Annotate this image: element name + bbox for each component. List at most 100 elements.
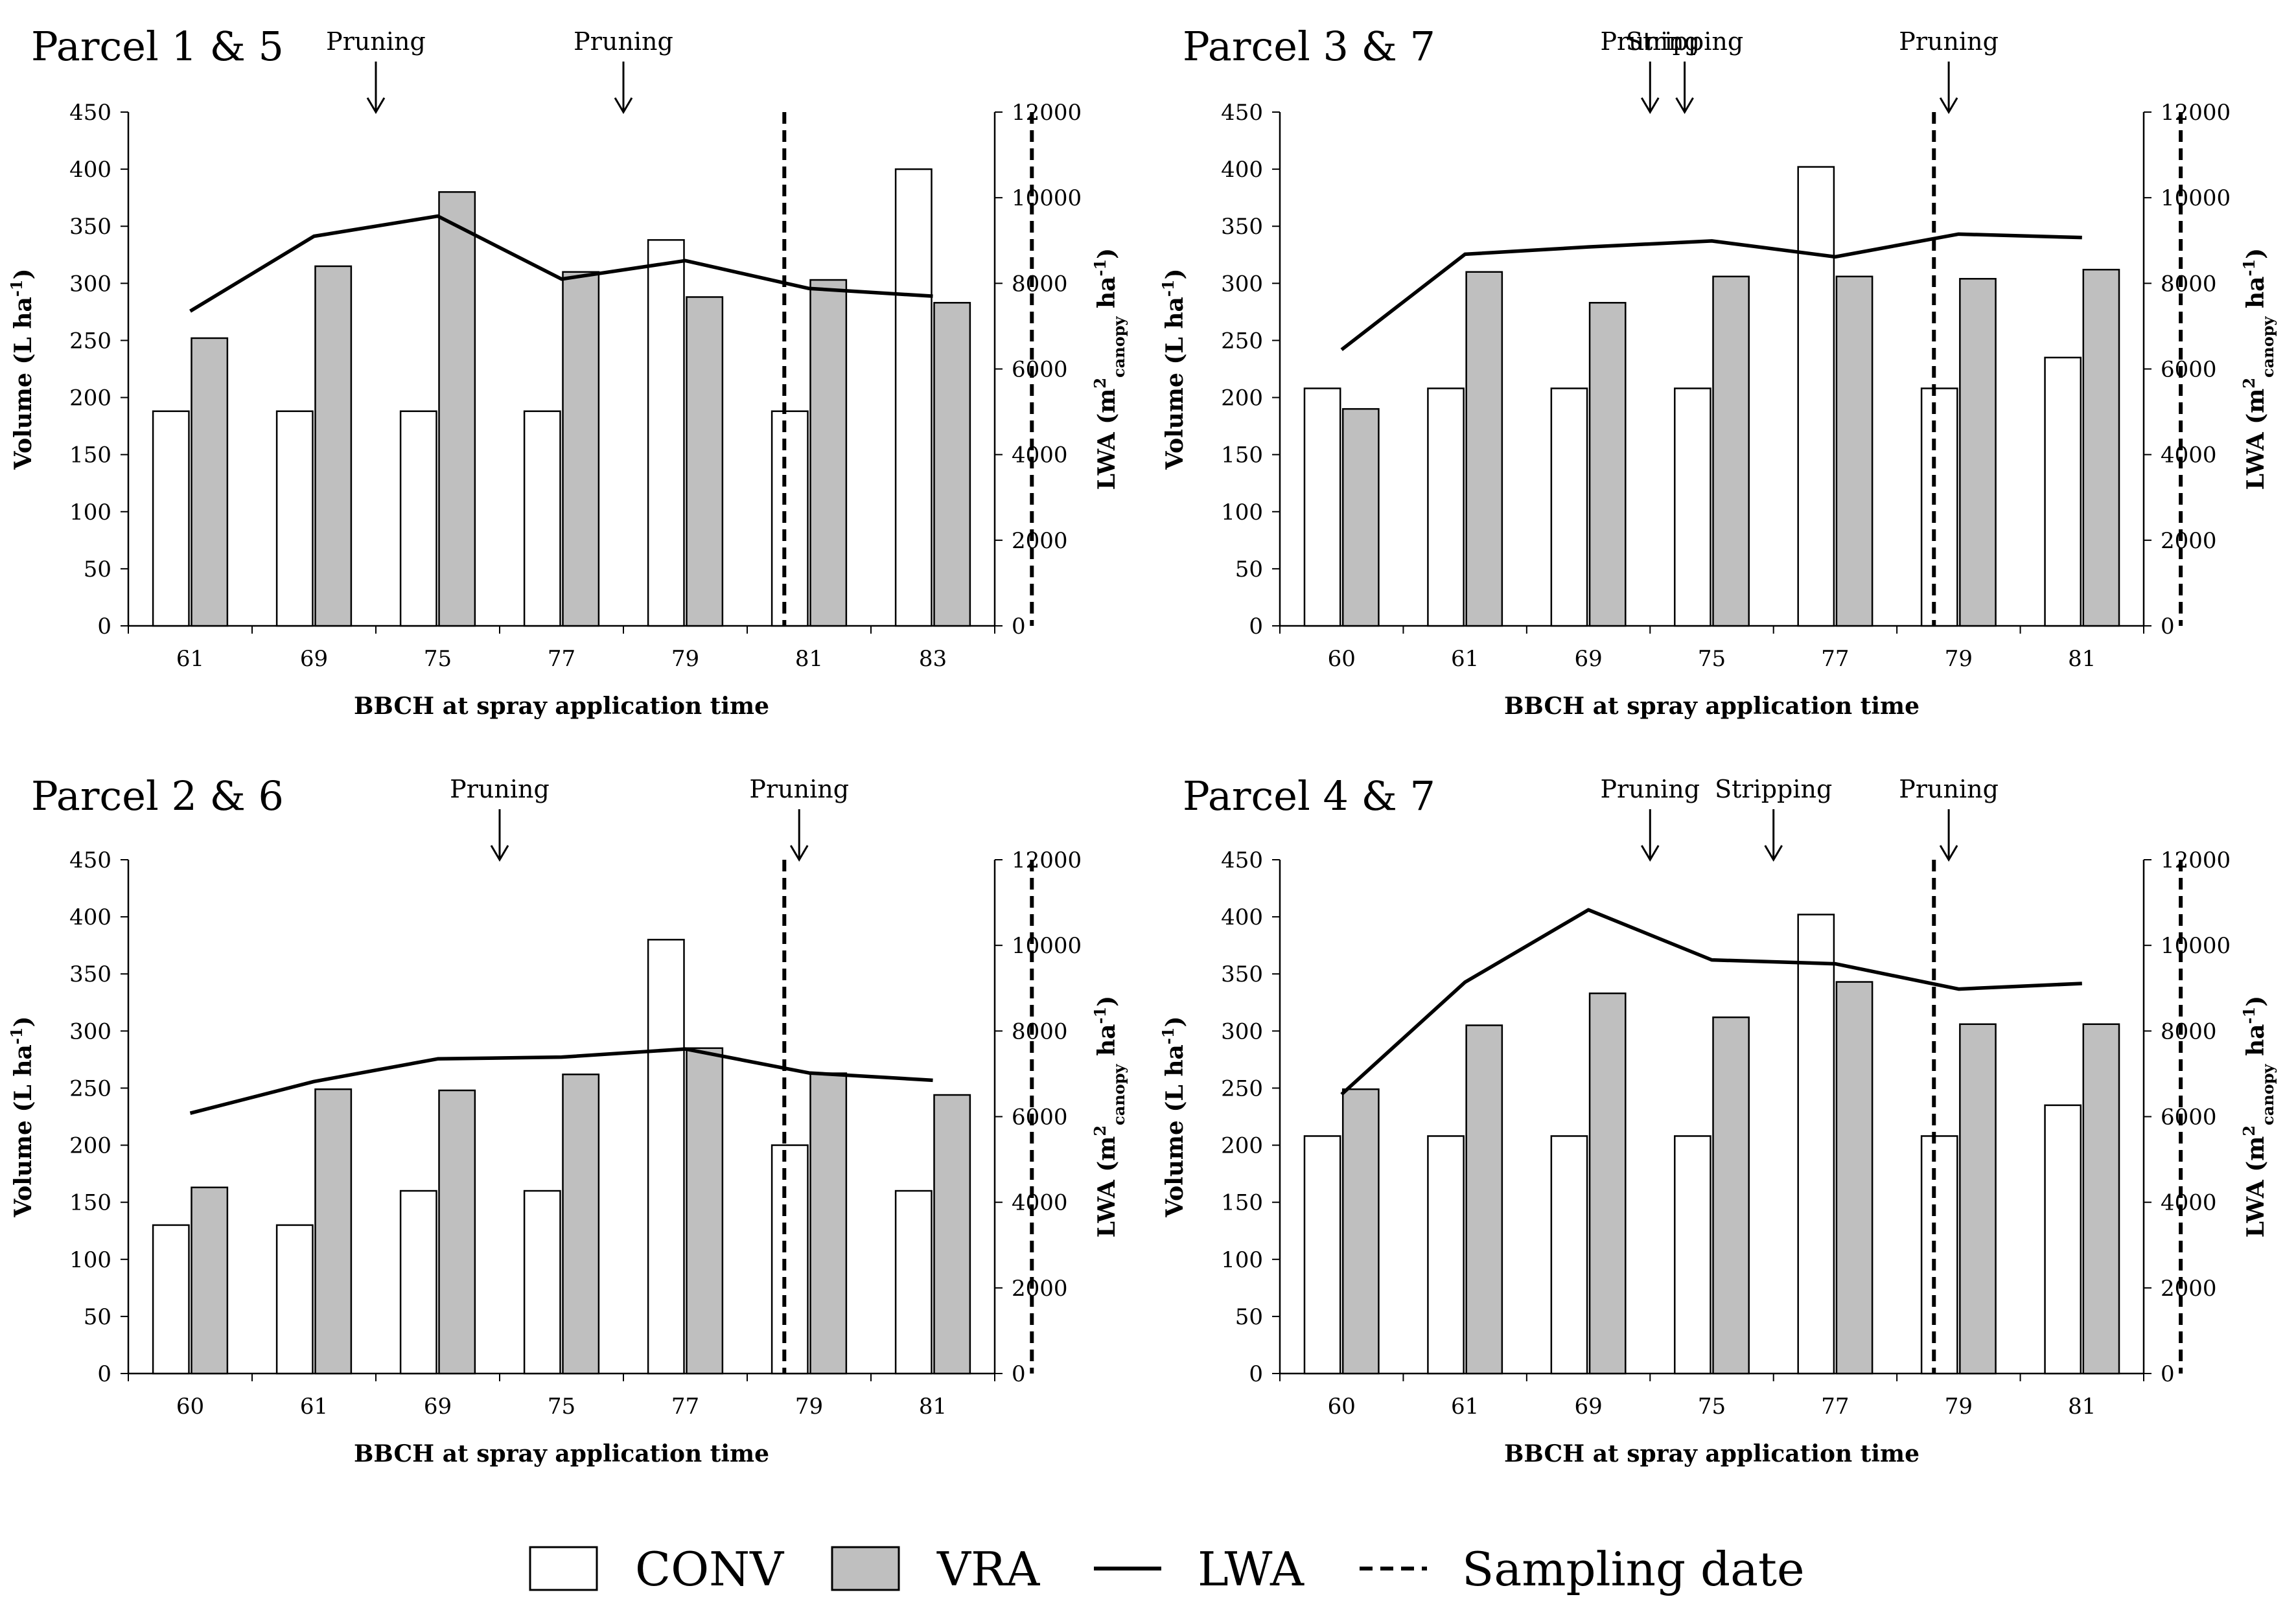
y-tick-label: 100	[69, 1247, 111, 1273]
legend: CONV VRA LWA Sampling date	[529, 1542, 1805, 1596]
y-tick-label: 150	[1221, 443, 1263, 468]
y2-tick-label: 10000	[2161, 933, 2231, 959]
conv-bar	[152, 1224, 190, 1375]
y2-tick-label: 6000	[2161, 357, 2217, 383]
y2-tick-label: 4000	[1012, 1190, 1068, 1216]
y-tick-label: 350	[69, 961, 111, 987]
conv-bar	[1674, 1135, 1711, 1375]
chart-panel-4: Parcel 4 & 7 0 50 100 150 200 250 300 350 400 450 0…	[1159, 772, 2277, 1467]
vra-bar	[1835, 275, 1873, 627]
y-axis-label: Volume (L ha-1)	[7, 1016, 38, 1217]
event-arrow-head	[1939, 97, 1958, 114]
conv-bar	[1303, 1135, 1341, 1375]
vra-bar	[1959, 278, 1997, 627]
y2-tick-label: 2000	[2161, 528, 2217, 554]
conv-bar	[523, 410, 561, 627]
vra-bar	[686, 296, 724, 627]
conv-bar	[1303, 387, 1341, 627]
y-tick-label: 250	[69, 1075, 111, 1101]
x-tick-label: 60	[1328, 646, 1356, 672]
y-tick-label: 100	[1221, 1247, 1263, 1273]
conv-bar	[647, 239, 685, 627]
x-tick-label: 69	[1574, 1394, 1602, 1420]
y-axis-label: Volume (L ha-1)	[1159, 268, 1189, 470]
y-tick-label: 50	[1235, 1304, 1263, 1330]
lwa-line	[189, 214, 933, 313]
vra-bar	[1588, 992, 1627, 1375]
chart-title: Parcel 3 & 7	[1183, 23, 1435, 70]
y2-axis-label: LWA (m2canopy ha-1)	[1091, 248, 1128, 490]
conv-bar	[1427, 1135, 1465, 1375]
y2-tick-label: 0	[2161, 614, 2175, 639]
event-arrow-head	[1939, 845, 1958, 862]
x-axis-label: BBCH at spray application time	[1504, 1440, 1919, 1467]
conv-bar	[1920, 387, 1958, 627]
vra-bar	[1712, 275, 1750, 627]
x-tick-label: 75	[548, 1394, 575, 1420]
y2-axis-label: LWA (m2canopy ha-1)	[1091, 996, 1128, 1237]
event-label: Pruning	[1899, 775, 1999, 803]
x-tick-label: 83	[919, 646, 947, 672]
vra-bar	[314, 265, 353, 627]
vra-bar	[809, 1072, 848, 1375]
x-axis-label: BBCH at spray application time	[354, 693, 769, 720]
conv-bar	[399, 410, 437, 627]
lwa-line	[1340, 232, 2082, 351]
vra-bar	[1835, 981, 1873, 1375]
y-tick-label: 400	[1221, 157, 1263, 183]
y2-tick-label: 4000	[1012, 443, 1068, 468]
y-tick-label: 150	[69, 1190, 111, 1216]
y-tick-label: 50	[84, 1304, 111, 1330]
conv-bar	[1674, 387, 1711, 627]
y-tick-label: 450	[1221, 847, 1263, 873]
conv-bar	[399, 1190, 437, 1375]
vra-bar	[314, 1088, 353, 1375]
y-tick-label: 200	[69, 385, 111, 411]
chart-panel-2: Parcel 3 & 7 0 50 100 150 200 250 300 350 400 450 0…	[1159, 23, 2277, 720]
x-tick-label: 77	[671, 1394, 699, 1420]
vra-bar	[809, 279, 848, 627]
legend-vra-swatch	[831, 1546, 900, 1591]
chart-panel-1: Parcel 1 & 5 0 50 100 150 200 250 300 350 400 450 0…	[7, 23, 1128, 720]
lwa-line	[1340, 908, 2082, 1096]
vra-bar	[933, 1094, 971, 1375]
y2-tick-label: 8000	[1012, 271, 1068, 297]
event-arrow-head	[1640, 97, 1660, 114]
y2-tick-label: 2000	[2161, 1276, 2217, 1302]
x-axis-label: BBCH at spray application time	[1504, 693, 1919, 720]
y-tick-label: 250	[1221, 1075, 1263, 1101]
x-tick-label: 77	[548, 646, 575, 672]
y-tick-label: 300	[1221, 271, 1263, 297]
y2-tick-label: 12000	[1012, 100, 1082, 126]
y-tick-label: 0	[97, 1361, 111, 1387]
y2-tick-label: 0	[2161, 1361, 2175, 1387]
vra-bar	[191, 1186, 229, 1375]
vra-bar	[2082, 1023, 2120, 1375]
x-tick-label: 69	[1574, 646, 1602, 672]
event-label: Pruning	[1899, 27, 1999, 56]
x-tick-label: 79	[671, 646, 699, 672]
x-tick-label: 75	[424, 646, 452, 672]
chart-title: Parcel 2 & 6	[31, 772, 284, 820]
event-arrow-head	[789, 845, 809, 862]
legend-lwa-label: LWA	[1198, 1542, 1305, 1596]
legend-conv-label: CONV	[635, 1542, 785, 1596]
y-tick-label: 300	[69, 1018, 111, 1044]
legend-vra-label: VRA	[936, 1542, 1040, 1596]
y-tick-label: 200	[69, 1133, 111, 1159]
y-tick-label: 450	[69, 847, 111, 873]
conv-bar	[2044, 356, 2082, 627]
lwa-line	[189, 1047, 933, 1115]
conv-bar	[1550, 387, 1588, 627]
x-tick-label: 79	[1945, 1394, 1973, 1420]
y2-tick-label: 10000	[2161, 185, 2231, 211]
x-tick-label: 81	[2068, 646, 2096, 672]
y2-tick-label: 8000	[2161, 271, 2217, 297]
event-arrow-head	[1675, 97, 1694, 114]
event-arrow-head	[1640, 845, 1660, 862]
y-tick-label: 350	[1221, 961, 1263, 987]
event-label: Stripping	[1715, 775, 1832, 803]
conv-bar	[771, 410, 809, 627]
y-tick-label: 300	[1221, 1018, 1263, 1044]
event-label: Pruning	[749, 775, 849, 803]
